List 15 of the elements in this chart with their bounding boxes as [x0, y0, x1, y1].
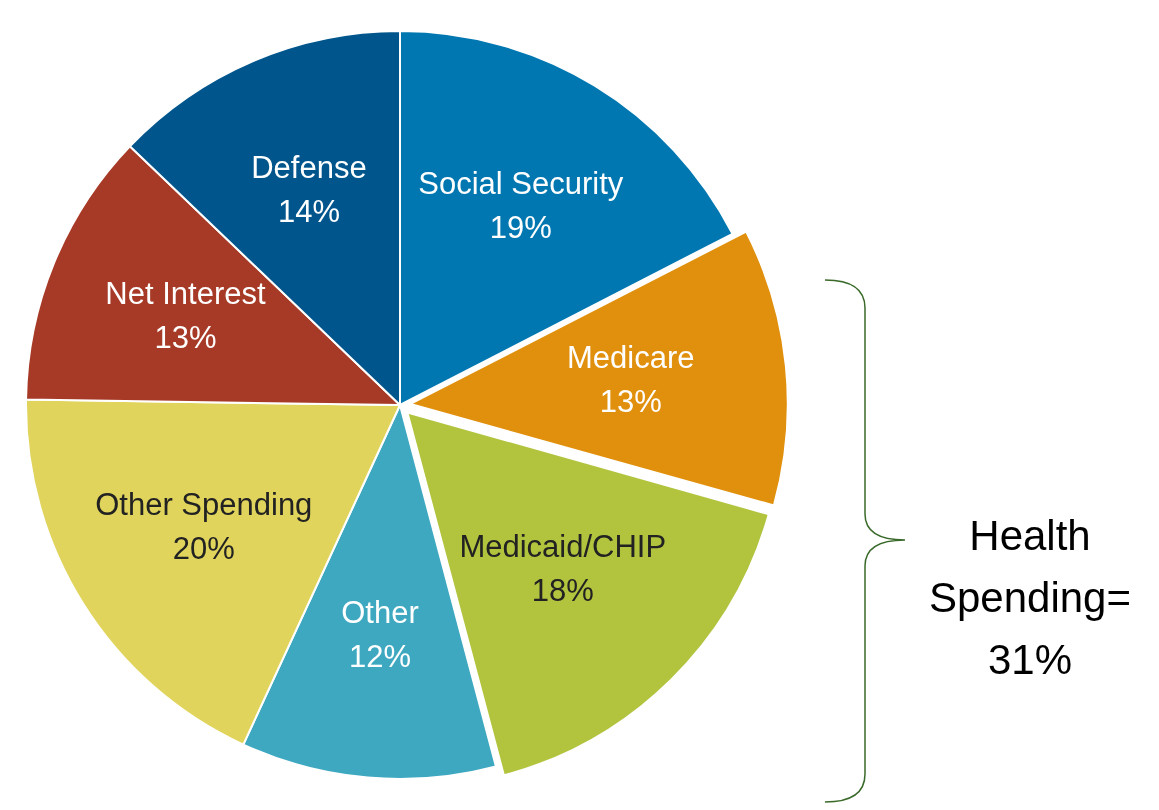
- data-label: 13%: [599, 384, 662, 420]
- slice-label: Other Spending: [95, 487, 313, 523]
- data-label: 12%: [348, 638, 411, 674]
- slice-label: Net Interest: [105, 275, 266, 311]
- data-label: 14%: [277, 194, 340, 230]
- data-label: 20%: [172, 531, 235, 567]
- data-label: 18%: [531, 572, 594, 608]
- data-label: 19%: [489, 209, 552, 245]
- data-label: 13%: [154, 319, 217, 355]
- slice-label: Defense: [251, 150, 367, 186]
- slice-label: Medicaid/CHIP: [459, 528, 667, 564]
- slice-label: Other: [341, 594, 419, 630]
- text: Health Spending= 31%: [928, 511, 1132, 685]
- slice-label: Medicare: [566, 340, 695, 376]
- slice-label: Social Security: [418, 165, 624, 201]
